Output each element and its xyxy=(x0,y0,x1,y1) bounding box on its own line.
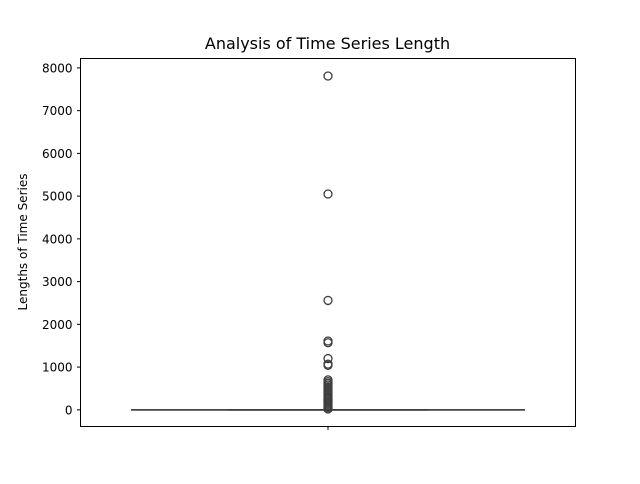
y-axis-label: Lengths of Time Series xyxy=(16,174,30,311)
outlier-point xyxy=(324,296,332,304)
y-tick-label: 4000 xyxy=(42,232,73,246)
outlier-points xyxy=(324,72,332,413)
outlier-point xyxy=(324,72,332,80)
plot-area-frame xyxy=(81,59,576,427)
y-tick-label: 7000 xyxy=(42,104,73,118)
y-tick-label: 3000 xyxy=(42,275,73,289)
y-axis-ticks: 0 1000 2000 3000 4000 5000 6000 7000 8000 xyxy=(42,61,81,417)
y-tick-label: 8000 xyxy=(42,61,73,75)
y-tick-label: 6000 xyxy=(42,147,73,161)
outlier-point xyxy=(324,190,332,198)
y-tick-label: 0 xyxy=(65,403,73,417)
y-tick-label: 1000 xyxy=(42,361,73,375)
chart-title: Analysis of Time Series Length xyxy=(205,34,450,53)
y-tick-label: 2000 xyxy=(42,318,73,332)
y-tick-label: 5000 xyxy=(42,190,73,204)
